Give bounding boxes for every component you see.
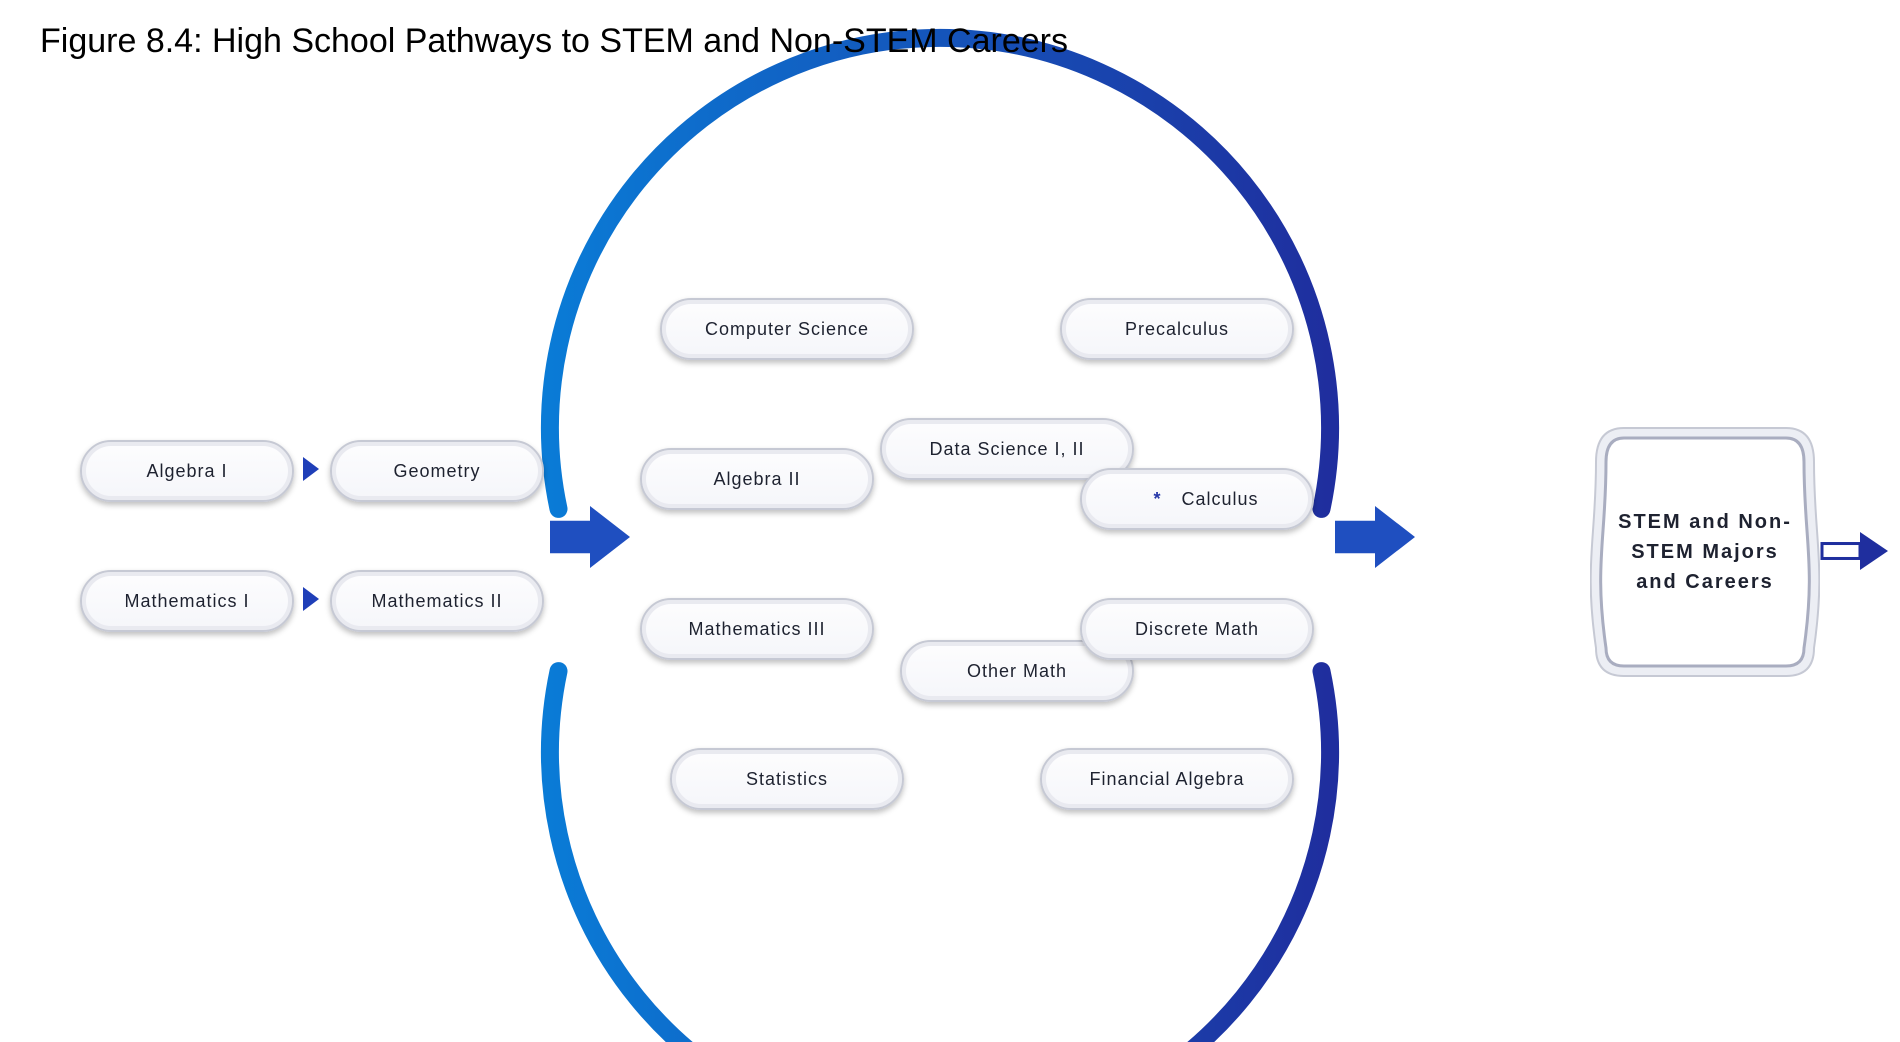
figure-title: Figure 8.4: High School Pathways to STEM… <box>40 22 1068 61</box>
course-math3: Mathematics III <box>640 598 874 660</box>
course-cs: Computer Science <box>660 298 914 360</box>
course-math1: Mathematics I <box>80 570 294 632</box>
outcome-label: STEM and Non-STEM Majors and Careers <box>1590 507 1820 597</box>
course-algebra1: Algebra I <box>80 440 294 502</box>
course-calc: *Calculus <box>1080 468 1314 530</box>
course-math2: Mathematics II <box>330 570 544 632</box>
course-stats: Statistics <box>670 748 904 810</box>
outcome-box: STEM and Non-STEM Majors and Careers <box>1590 422 1820 682</box>
course-geometry: Geometry <box>330 440 544 502</box>
course-alg2: Algebra II <box>640 448 874 510</box>
course-precalc: Precalculus <box>1060 298 1294 360</box>
course-discrete: Discrete Math <box>1080 598 1314 660</box>
course-finalg: Financial Algebra <box>1040 748 1294 810</box>
